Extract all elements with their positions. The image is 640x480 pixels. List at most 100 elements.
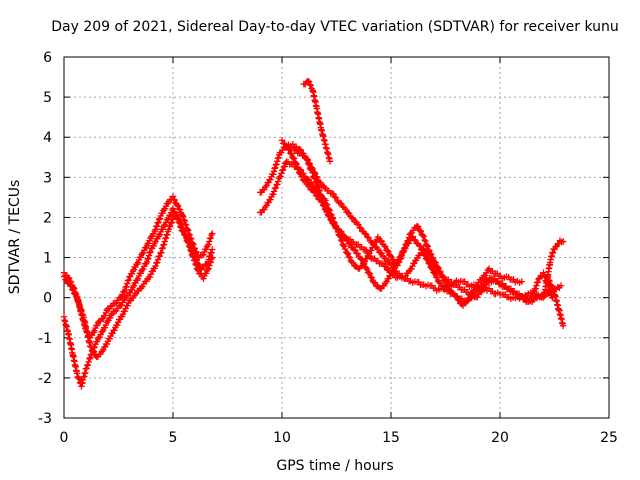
data-point — [288, 150, 295, 158]
data-point — [318, 198, 325, 205]
data-point — [557, 282, 565, 289]
data-point — [69, 286, 76, 293]
data-point — [273, 161, 280, 168]
data-point — [547, 291, 555, 298]
data-point — [270, 168, 278, 175]
data-point — [191, 253, 198, 260]
data-point — [381, 242, 388, 250]
data-point — [208, 249, 215, 256]
data-point — [374, 233, 382, 241]
data-point — [390, 265, 397, 272]
data-point — [75, 297, 82, 304]
data-point — [178, 221, 185, 229]
data-point — [187, 244, 194, 251]
data-point — [390, 257, 397, 264]
data-point — [70, 287, 77, 294]
data-point — [532, 285, 539, 292]
data-point — [345, 253, 353, 261]
data-point — [155, 216, 163, 223]
data-point — [123, 283, 130, 290]
data-point — [417, 243, 424, 250]
data-point — [124, 280, 131, 287]
data-point — [358, 256, 365, 263]
data-point — [153, 259, 161, 266]
data-point — [429, 259, 437, 266]
data-point — [427, 254, 434, 261]
data-point — [357, 224, 365, 232]
data-point — [413, 222, 421, 230]
data-point — [275, 154, 282, 161]
data-point — [331, 221, 338, 229]
data-point — [370, 240, 378, 247]
data-point — [352, 246, 359, 254]
data-point — [270, 171, 277, 178]
y-tick-label: 3 — [43, 170, 52, 186]
data-point — [171, 196, 178, 204]
data-point — [274, 178, 282, 185]
data-point — [378, 238, 386, 245]
data-point — [371, 279, 379, 286]
data-point — [285, 146, 292, 153]
x-axis-label: GPS time / hours — [276, 458, 393, 474]
x-tick-label: 10 — [273, 430, 291, 446]
data-point — [270, 188, 278, 195]
data-point — [209, 230, 216, 237]
data-point — [204, 259, 212, 266]
data-point — [195, 261, 202, 268]
data-point — [305, 159, 312, 167]
data-point — [323, 207, 331, 214]
series-arc-1 — [60, 193, 216, 341]
data-point — [306, 183, 313, 190]
data-point — [378, 250, 386, 257]
data-point — [384, 247, 391, 254]
data-point — [518, 278, 525, 285]
data-point — [362, 230, 370, 238]
y-tick-label: -1 — [38, 331, 52, 347]
data-point — [346, 254, 354, 261]
data-point — [437, 279, 444, 286]
data-point — [208, 231, 215, 239]
data-point — [169, 205, 177, 212]
data-point — [428, 258, 436, 265]
data-point — [311, 169, 318, 176]
data-point — [365, 269, 373, 277]
data-point — [368, 274, 375, 281]
data-point — [549, 294, 556, 301]
data-point — [425, 260, 432, 267]
data-point — [155, 219, 162, 226]
data-point — [340, 242, 347, 249]
data-point — [153, 222, 161, 230]
data-point — [60, 273, 68, 280]
data-point — [423, 242, 431, 249]
data-point — [189, 248, 196, 256]
data-point — [77, 306, 85, 313]
data-point — [416, 242, 423, 249]
y-axis-label: SDTVAR / TECUs — [7, 180, 23, 295]
data-point — [354, 250, 362, 258]
data-point — [544, 279, 551, 286]
chart-title: Day 209 of 2021, Sidereal Day-to-day VTE… — [51, 19, 619, 35]
data-point — [176, 206, 184, 213]
data-point — [313, 173, 320, 180]
data-point — [423, 256, 431, 263]
data-point — [175, 216, 183, 224]
data-point — [84, 361, 92, 369]
data-point — [181, 217, 188, 225]
data-point — [89, 347, 97, 355]
data-point — [312, 170, 319, 177]
data-point — [298, 173, 305, 181]
data-point — [335, 226, 342, 233]
data-point — [295, 165, 302, 173]
x-tick-label: 20 — [491, 430, 509, 446]
data-point — [338, 231, 346, 238]
data-point — [541, 273, 549, 281]
data-point — [314, 192, 321, 200]
data-point — [147, 248, 154, 256]
data-point — [359, 256, 366, 264]
data-point — [121, 286, 129, 294]
data-point — [281, 140, 288, 148]
data-point — [414, 223, 422, 230]
series-arc-3 — [60, 211, 216, 361]
data-point — [180, 227, 188, 234]
data-point — [278, 170, 285, 177]
